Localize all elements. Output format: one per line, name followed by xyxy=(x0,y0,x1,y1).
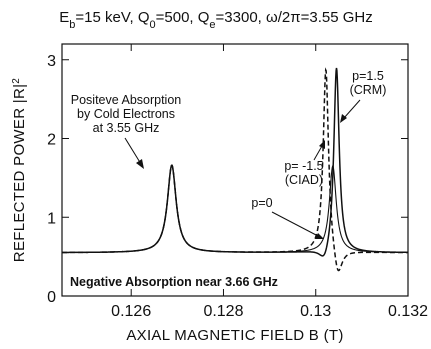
annotation-p15-arrowhead xyxy=(340,114,347,123)
annotation-p15-arrow xyxy=(343,99,361,119)
annotation-p0-label: p=0 xyxy=(251,196,272,210)
annotation-p15-crm: p=1.5 (CRM) xyxy=(340,69,386,123)
annotation-pm15-arrowhead xyxy=(319,140,325,149)
y-axis-label: REFLECTED POWER |R|2 xyxy=(11,78,29,263)
annotation-crm-label: (CRM) xyxy=(350,83,387,97)
series-line-p-1-5 xyxy=(61,67,408,257)
y-tick-label: 3 xyxy=(47,53,56,70)
x-tick-label: 0.128 xyxy=(203,303,243,320)
annotation-p15-label: p=1.5 xyxy=(352,69,384,83)
x-axis-label: AXIAL MAGNETIC FIELD B (T) xyxy=(126,327,343,344)
annotation-pm15-label: p= -1.5 xyxy=(284,159,323,173)
axis-ticks: 0.126 0.128 0.13 0.132 0 1 2 3 xyxy=(47,44,428,320)
annotation-p0: p=0 xyxy=(251,196,324,239)
annotation-positive-line-3: at 3.55 GHz xyxy=(93,121,160,135)
annotation-positive-line-2: by Cold Electrons xyxy=(77,107,175,121)
annotation-p0-arrowhead xyxy=(315,233,324,239)
annotation-pm15-arrow xyxy=(313,145,323,161)
annotation-positive-arrowhead xyxy=(136,159,144,169)
y-tick-label: 2 xyxy=(47,132,56,149)
y-tick-label: 1 xyxy=(47,210,56,227)
series-line-p-0 xyxy=(62,164,408,254)
annotation-negative-absorption: Negative Absorption near 3.66 GHz xyxy=(70,275,278,289)
chart-title: Eb=15 keV, Q0=500, Qe=3300, ω/2π=3.55 GH… xyxy=(59,9,372,31)
x-tick-label: 0.126 xyxy=(111,303,151,320)
curves xyxy=(61,67,408,272)
annotation-positive-arrow xyxy=(124,137,142,165)
x-tick-label: 0.13 xyxy=(300,303,331,320)
y-tick-label: 0 xyxy=(47,289,56,306)
x-tick-label: 0.132 xyxy=(388,303,428,320)
plot-frame xyxy=(61,43,409,297)
annotation-p0-arrow xyxy=(271,211,319,237)
annotation-ciad-label: (CIAD) xyxy=(285,173,323,187)
annotation-positive-line-1: Positeve Absorption xyxy=(71,93,182,107)
annotation-pm15-ciad: p= -1.5 (CIAD) xyxy=(284,140,325,187)
annotation-positive-absorption: Positeve Absorption by Cold Electrons at… xyxy=(71,93,182,169)
